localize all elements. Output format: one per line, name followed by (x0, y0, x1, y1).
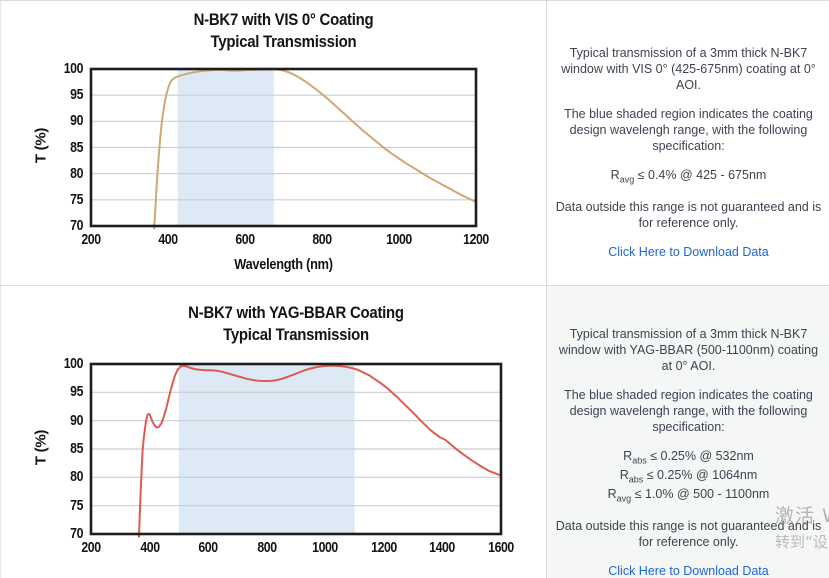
panel-paragraph: Typical transmission of a 3mm thick N-BK… (561, 46, 816, 92)
y-tick-label: 95 (70, 383, 83, 401)
row-divider (1, 285, 829, 286)
x-tick-label: 1200 (370, 539, 397, 556)
chart-plot (89, 362, 503, 538)
spec-value: ≤ 0.25% @ 1064nm (643, 468, 758, 483)
y-tick-label: 70 (70, 525, 83, 542)
y-tick-label: 90 (70, 411, 83, 429)
y-tick-label: 80 (70, 468, 83, 486)
spec-line: Ravg ≤ 0.4% @ 425 - 675nm (554, 167, 823, 186)
chart-title-line2: Typical Transmission (210, 32, 357, 51)
y-tick-label: 95 (70, 86, 83, 104)
download-data-link[interactable]: Click Here to Download Data (608, 245, 769, 260)
x-tick-label: 1000 (312, 539, 339, 556)
x-axis-label: Wavelength (nm) (234, 256, 333, 273)
y-tick-label: 75 (70, 190, 83, 208)
spec-value: ≤ 1.0% @ 500 - 1100nm (631, 487, 770, 502)
description-panel-yag-bbar: Typical transmission of a 3mm thick N-BK… (546, 286, 829, 578)
x-tick-label: 1000 (386, 231, 412, 248)
spec-value: ≤ 0.25% @ 532nm (646, 449, 754, 463)
transmission-curve (138, 364, 502, 538)
spec-subscript: avg (619, 174, 635, 185)
chart-plot (89, 67, 478, 230)
spec-symbol: R (610, 168, 620, 182)
spec-line: Ravg ≤ 1.0% @ 500 - 1100nm (554, 486, 823, 505)
y-tick-label: 100 (63, 355, 84, 372)
chart-title: N-BK7 with YAG-BBAR Coating Typical Tran… (67, 302, 525, 346)
x-tick-label: 400 (139, 539, 160, 556)
download-data-link[interactable]: Click Here to Download Data (608, 564, 769, 578)
transmission-chart-vis-coating: N-BK7 with VIS 0° Coating Typical Transm… (1, 1, 546, 285)
chart-title-line2: Typical Transmission (223, 325, 369, 344)
description-panel-vis: Typical transmission of a 3mm thick N-BK… (546, 1, 829, 285)
panel-note: Data outside this range is not guarantee… (555, 519, 822, 550)
chart-title-line1: N-BK7 with YAG-BBAR Coating (188, 303, 404, 322)
x-tick-label: 400 (158, 231, 178, 248)
x-tick-label: 1400 (429, 539, 456, 556)
x-tick-label: 600 (235, 231, 255, 248)
plot-frame (89, 67, 478, 228)
spec-list: Ravg ≤ 0.4% @ 425 - 675nm (554, 167, 823, 186)
windows-activation-watermark-line2: 转到“设 (775, 533, 828, 551)
spec-line: Rabs ≤ 0.25% @ 1064nm (554, 467, 823, 486)
y-tick-label: 75 (70, 496, 83, 514)
x-tick-label: 1600 (488, 539, 514, 556)
y-tick-label: 85 (70, 138, 83, 156)
x-tick-label: 600 (198, 539, 218, 556)
spec-list: Rabs ≤ 0.25% @ 532nm Rabs ≤ 0.25% @ 1064… (554, 448, 823, 505)
chart-title: N-BK7 with VIS 0° Coating Typical Transm… (54, 9, 512, 53)
panel-paragraph: The blue shaded region indicates the coa… (564, 107, 813, 153)
panel-paragraph: The blue shaded region indicates the coa… (564, 388, 813, 434)
spec-symbol: R (619, 468, 629, 483)
x-tick-label: 1200 (463, 231, 489, 248)
spec-value: ≤ 0.4% @ 425 - 675nm (634, 168, 767, 182)
chart-title-line1: N-BK7 with VIS 0° Coating (193, 10, 374, 29)
y-tick-label: 100 (63, 60, 84, 77)
spec-subscript: abs (632, 455, 647, 466)
spec-line: Rabs ≤ 0.25% @ 532nm (554, 448, 823, 467)
y-tick-label: 70 (70, 217, 83, 234)
spec-symbol: R (607, 487, 617, 502)
transmission-chart-yag-bbar: N-BK7 with YAG-BBAR Coating Typical Tran… (1, 286, 546, 578)
spec-subscript: avg (616, 493, 632, 504)
spec-symbol: R (623, 449, 633, 463)
spec-subscript: abs (628, 474, 644, 485)
x-tick-label: 800 (257, 539, 277, 556)
y-tick-label: 90 (70, 112, 83, 130)
plot-frame (89, 362, 503, 536)
panel-note: Data outside this range is not guarantee… (555, 200, 822, 231)
x-tick-label: 200 (81, 539, 101, 556)
x-tick-label: 800 (312, 231, 332, 248)
transmission-curve (153, 68, 477, 230)
x-tick-label: 200 (81, 231, 101, 248)
y-tick-label: 80 (70, 164, 83, 182)
windows-activation-watermark-line1: 激活 W (775, 505, 829, 527)
y-tick-label: 85 (70, 440, 83, 457)
panel-paragraph: Typical transmission of a 3mm thick N-BK… (558, 327, 819, 373)
